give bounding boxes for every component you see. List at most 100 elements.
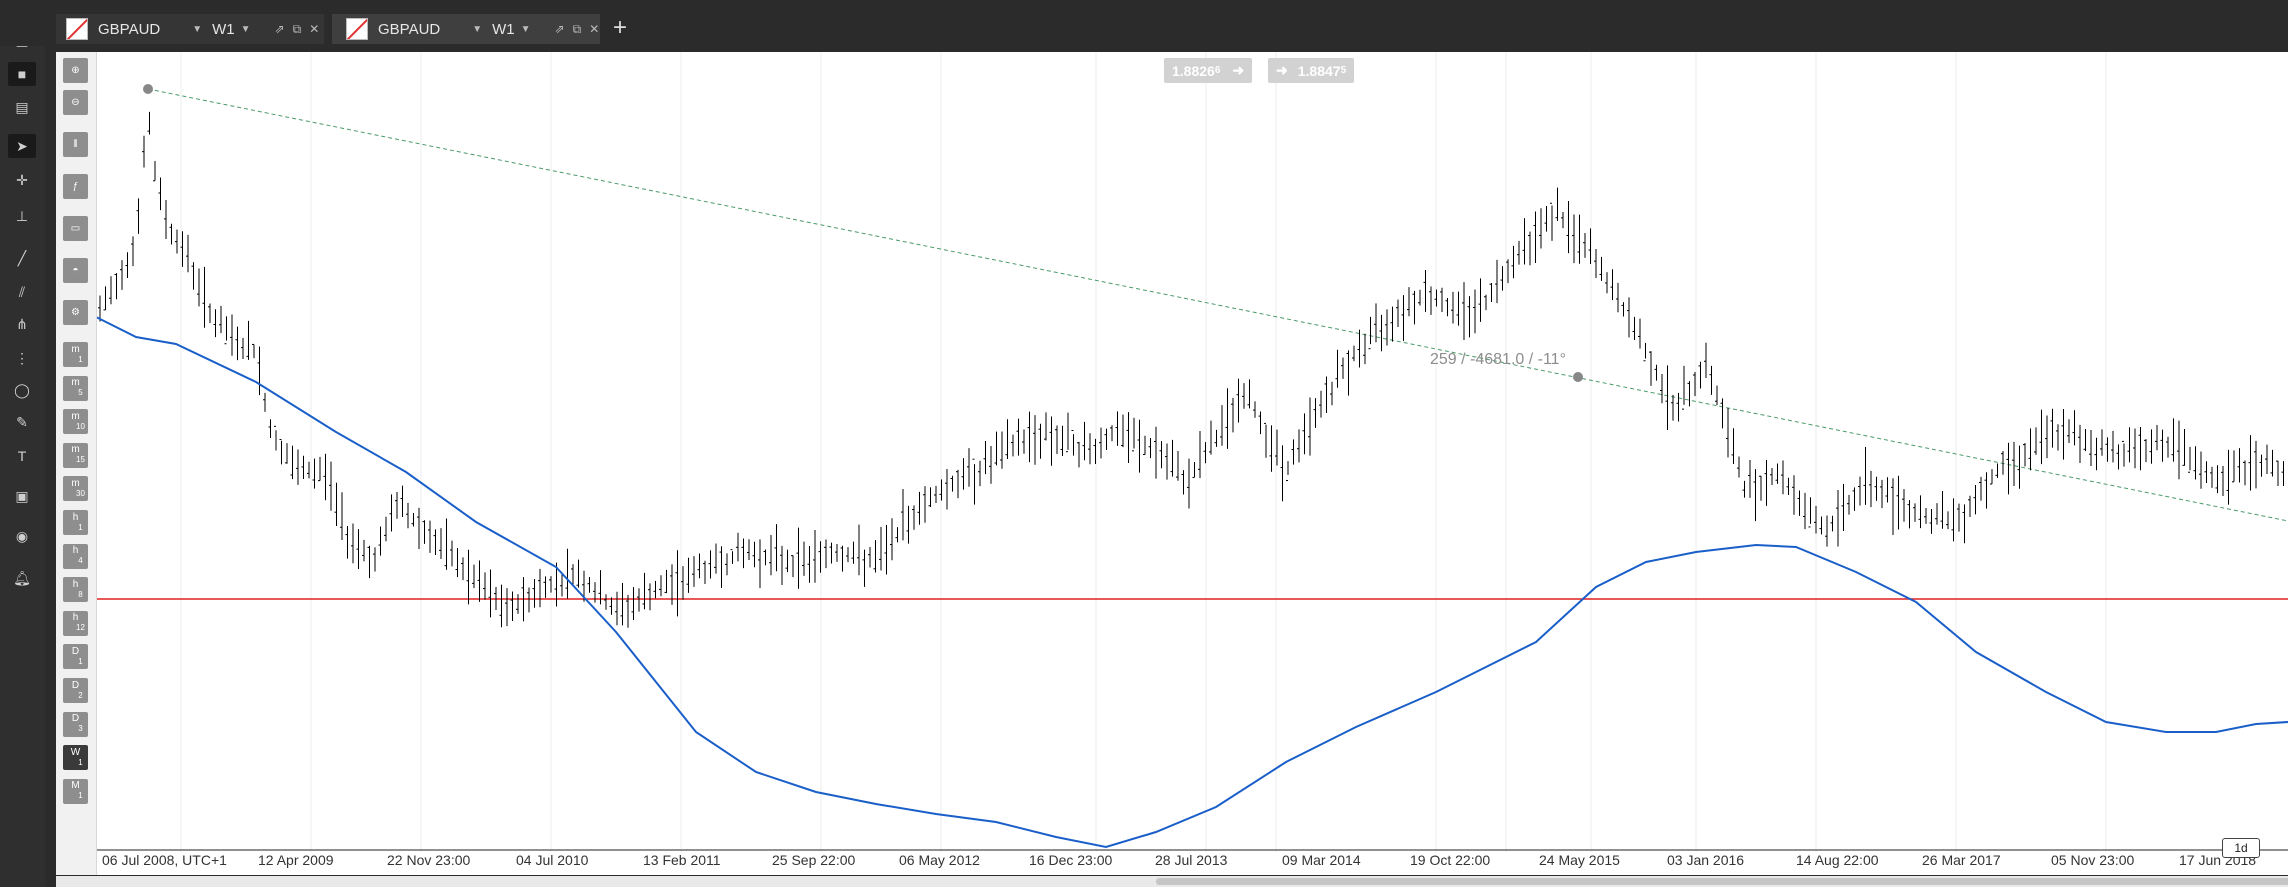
period-unit: h	[72, 612, 79, 624]
currency-pair-icon	[66, 18, 88, 40]
templates-icon[interactable]: ▭	[63, 216, 88, 241]
price-chart[interactable]	[56, 52, 2288, 875]
x-axis-label: 28 Jul 2013	[1155, 852, 1228, 868]
bid-price-tag[interactable]: 1.8826 6 ➜	[1164, 58, 1253, 83]
clone-icon[interactable]: ⧉	[572, 21, 582, 36]
period-value: 12	[76, 623, 85, 633]
zoom-out-icon[interactable]: ⊖	[63, 90, 88, 115]
x-axis-label: 09 Mar 2014	[1282, 852, 1361, 868]
chart-grid	[95, 52, 2288, 852]
settings-icon[interactable]: ⚙	[63, 300, 88, 325]
period-value: 5	[78, 388, 83, 398]
period-value: 1	[78, 522, 83, 532]
close-icon[interactable]: ✕	[589, 22, 600, 36]
moving-average-line	[95, 316, 2288, 849]
ask-price-tag[interactable]: ➜ 1.8847 5	[1268, 58, 1355, 83]
chart-area[interactable]	[56, 52, 2288, 875]
tab-symbol: GBPAUD	[98, 20, 161, 38]
detach-icon[interactable]: ⇗	[554, 22, 565, 36]
clone-icon[interactable]: ⧉	[292, 21, 302, 36]
trendline-label: 259 / -4681.0 / -11°	[1430, 351, 1566, 368]
period-value: 1	[78, 656, 83, 666]
period-button-m10[interactable]: m 10	[63, 409, 88, 435]
period-value: 10	[76, 421, 85, 431]
chart-type-icon[interactable]: ⫴	[63, 132, 88, 157]
crosshair-icon[interactable]: ✛	[16, 171, 28, 188]
period-value: 3	[78, 724, 83, 734]
symbol-dropdown-icon[interactable]: ▼	[192, 23, 203, 35]
timeframe-dropdown-icon[interactable]: ▼	[240, 23, 251, 35]
x-axis-label: 16 Dec 23:00	[1029, 852, 1113, 868]
x-axis-label: 06 May 2012	[899, 852, 980, 868]
text-tool-icon[interactable]: T	[17, 448, 27, 464]
period-unit: h	[72, 511, 79, 523]
period-unit: m	[71, 444, 80, 456]
add-tab-button[interactable]: +	[613, 14, 628, 41]
measure-icon[interactable]: ⊥	[15, 207, 29, 224]
ellipse-tool-icon[interactable]: ◯	[14, 381, 30, 398]
period-unit: m	[71, 410, 80, 422]
tab-chart-2[interactable]: GBPAUD ▼ W1 ▼ ⇗ ⧉ ✕	[332, 14, 600, 44]
x-axis-label: 13 Feb 2011	[643, 852, 721, 868]
objects-icon[interactable]: ◓	[63, 258, 88, 283]
period-unit: D	[71, 679, 80, 691]
brush-icon[interactable]: ✎	[16, 413, 28, 430]
trendline-anchor-start[interactable]	[143, 84, 153, 94]
trendline[interactable]	[147, 88, 2288, 522]
candlestick-series	[98, 111, 2284, 628]
period-unit: W	[70, 746, 81, 758]
scrollbar-thumb[interactable]	[1156, 878, 2288, 885]
alert-bell-icon[interactable]: 🔔︎	[13, 569, 31, 586]
bid-price: 1.8826	[1172, 62, 1215, 79]
tab-symbol: GBPAUD	[378, 20, 441, 38]
x-axis-label: 14 Aug 22:00	[1796, 852, 1879, 868]
chart-side-panel: ⊕ ⊖ ⫴ ƒ ▭ ◓ ⚙ m 1 m 5 m 10 m 15 m 30 h 1 h 4 h 8 h 12 D 1 D 2…	[56, 52, 97, 875]
indicators-icon[interactable]: ƒ	[63, 174, 88, 199]
zoom-in-icon[interactable]: ⊕	[63, 58, 88, 83]
period-unit: h	[72, 545, 79, 557]
period-value: 30	[76, 488, 85, 498]
x-axis-label: 22 Nov 23:00	[387, 852, 471, 868]
tab-timeframe[interactable]: W1	[492, 20, 515, 38]
period-value: 4	[78, 556, 83, 566]
period-button-h12[interactable]: h 12	[63, 610, 88, 636]
period-unit: m	[71, 477, 80, 489]
x-axis-label: 06 Jul 2008, UTC+1	[102, 852, 227, 868]
detach-icon[interactable]: ⇗	[274, 22, 285, 36]
timeframe-dropdown-icon[interactable]: ▼	[520, 23, 531, 35]
x-axis-label: 05 Nov 23:00	[2051, 852, 2135, 868]
close-icon[interactable]: ✕	[309, 22, 320, 36]
period-value: 1	[78, 354, 83, 364]
horizontal-scrollbar[interactable]	[56, 876, 2288, 887]
symbol-dropdown-icon[interactable]: ▼	[472, 23, 483, 35]
cursor-icon[interactable]: ➤	[8, 134, 36, 158]
split-layout-icon[interactable]: ▤	[15, 98, 29, 115]
period-unit: D	[71, 645, 80, 657]
rectangle-icon[interactable]: ▣	[15, 487, 29, 504]
single-layout-icon[interactable]: ■	[8, 62, 36, 86]
line-tool-icon[interactable]: ╱	[17, 249, 27, 266]
tab-timeframe[interactable]: W1	[212, 20, 235, 38]
trendline-anchor-end[interactable]	[1573, 372, 1583, 382]
tab-chart-1[interactable]: GBPAUD ▼ W1 ▼ ⇗ ⧉ ✕	[56, 14, 324, 44]
arrow-right-icon: ➜	[1232, 62, 1245, 78]
pitchfork-icon[interactable]: ⋔	[16, 315, 28, 332]
period-button-m30[interactable]: m 30	[63, 476, 88, 502]
x-axis-label: 04 Jul 2010	[516, 852, 589, 868]
channel-tool-icon[interactable]: ⫽	[18, 283, 26, 300]
period-button-m15[interactable]: m 15	[63, 442, 88, 468]
ask-price-suffix: 5	[1340, 65, 1347, 76]
fibonacci-icon[interactable]: ⋮	[15, 349, 29, 366]
camera-icon[interactable]: ◉	[15, 527, 29, 544]
left-toolbar: ▦ ■ ▤ ➤ ✛ ⊥ ╱ ⫽ ⋔ ⋮ ◯ ✎ T ▣ ◉ 🔔︎	[0, 0, 45, 887]
